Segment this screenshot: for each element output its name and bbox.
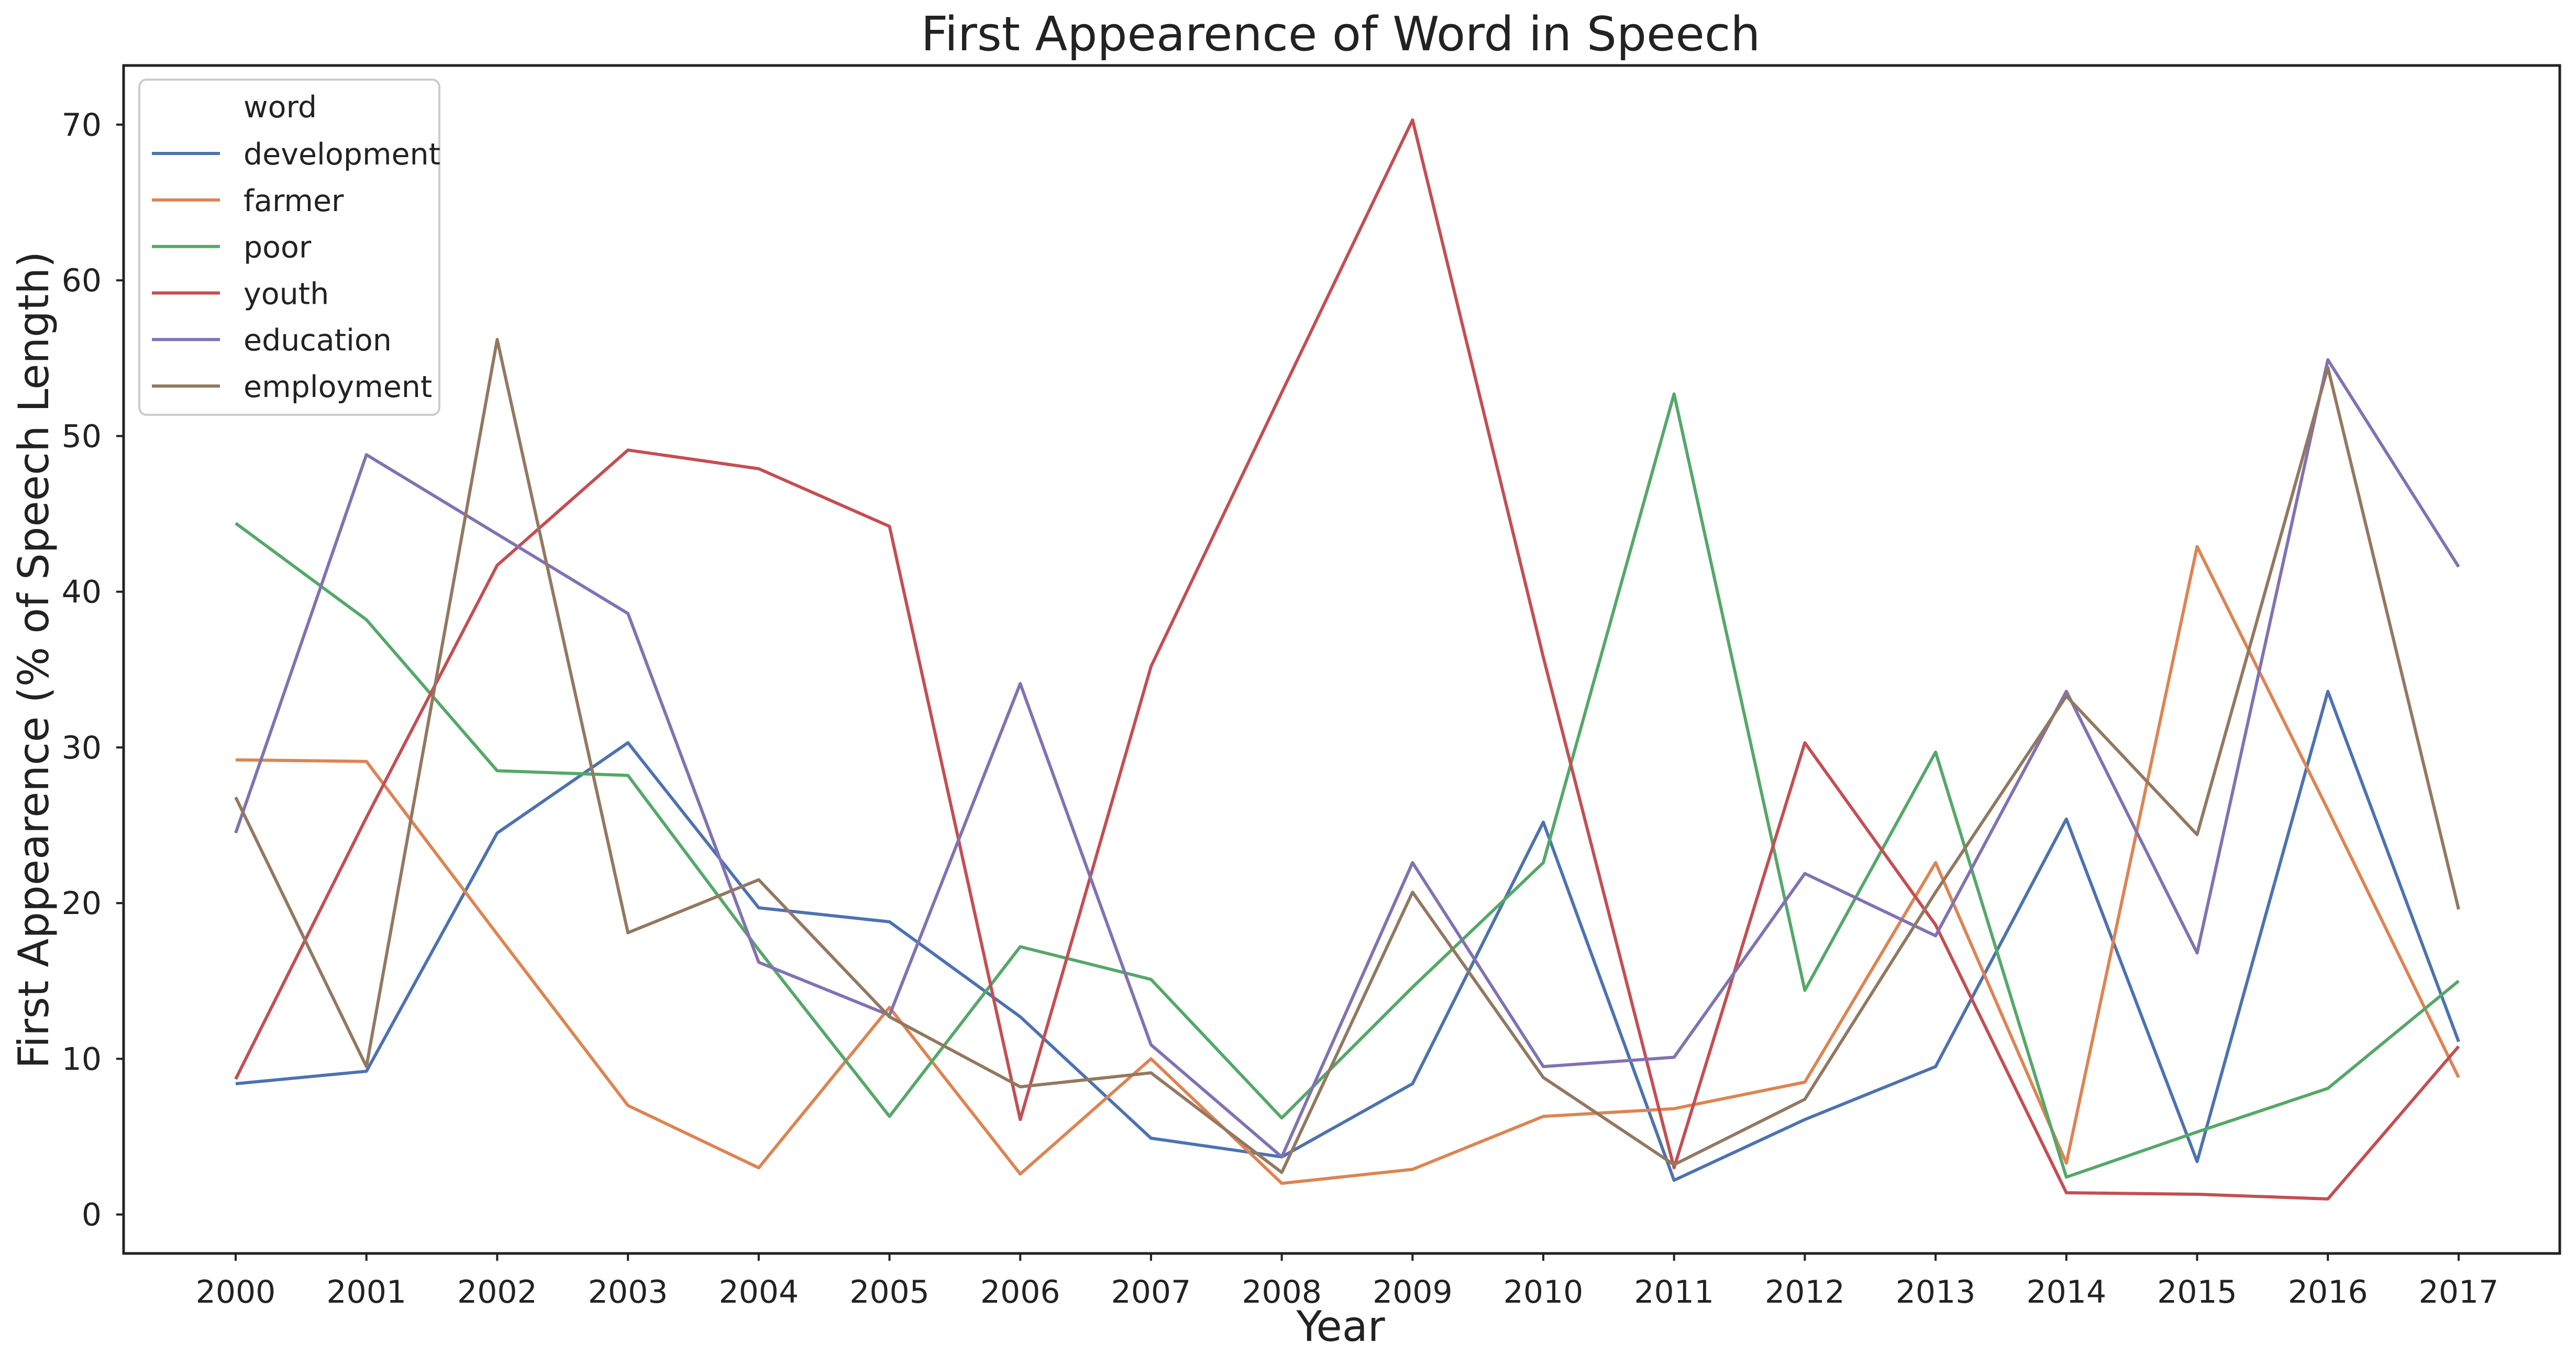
- x-tick-label: 2013: [1896, 1274, 1976, 1311]
- x-tick-label: 2007: [1111, 1274, 1191, 1311]
- legend-label-education: education: [244, 323, 392, 358]
- series-line-youth: [234, 118, 2460, 1201]
- y-tick-label: 60: [62, 262, 102, 299]
- x-tick-label: 2012: [1765, 1274, 1845, 1311]
- legend-label-development: development: [244, 137, 440, 172]
- y-tick-label: 50: [62, 418, 102, 455]
- y-tick-label: 0: [82, 1197, 102, 1234]
- x-tick-label: 2010: [1503, 1274, 1584, 1311]
- x-axis-label: Year: [1296, 1302, 1385, 1351]
- x-tick-label: 2005: [849, 1274, 930, 1311]
- plot-frame: [122, 64, 2561, 1255]
- x-tick-label: 2015: [2157, 1274, 2237, 1311]
- series-lines: [234, 118, 2460, 1201]
- legend-box: [138, 79, 440, 416]
- legend-label-poor: poor: [244, 230, 312, 265]
- series-line-education: [234, 358, 2460, 1159]
- legend-label-farmer: farmer: [244, 184, 344, 218]
- x-tick-label: 2009: [1373, 1274, 1453, 1311]
- x-tick-label: 2011: [1634, 1274, 1714, 1311]
- series-line-poor: [235, 392, 2460, 1179]
- y-tick-label: 30: [62, 730, 102, 766]
- series-line-employment: [234, 338, 2460, 1174]
- x-tick-label: 2004: [718, 1274, 799, 1311]
- legend-label-employment: employment: [244, 370, 432, 404]
- x-tick-label: 2002: [457, 1274, 537, 1311]
- y-axis: 0 10 20 30 40 50 60 70: [62, 107, 124, 1234]
- x-tick-label: 2008: [1242, 1274, 1322, 1311]
- y-tick-label: 20: [62, 885, 102, 922]
- x-tick-label: 2016: [2288, 1274, 2368, 1311]
- y-tick-label: 40: [62, 574, 102, 611]
- legend-label-youth: youth: [244, 277, 329, 311]
- x-tick-label: 2003: [588, 1274, 668, 1311]
- x-tick-label: 2006: [980, 1274, 1060, 1311]
- series-line-development: [235, 689, 2460, 1182]
- x-axis: 2000 2001 2002 2003 2004 2005 2006 2007 2008 2009…: [196, 1253, 2499, 1311]
- y-axis-label: First Appearence (% of Speech Length): [9, 251, 58, 1069]
- x-tick-label: 2017: [2419, 1274, 2499, 1311]
- y-tick-label: 10: [62, 1041, 102, 1077]
- x-tick-label: 2014: [2026, 1274, 2106, 1311]
- series-line-farmer: [235, 545, 2460, 1185]
- legend-title: word: [244, 90, 317, 125]
- x-tick-label: 2000: [196, 1274, 276, 1311]
- chart-title: First Appearence of Word in Speech: [921, 7, 1761, 62]
- legend: word development farmer poor youth education…: [138, 79, 440, 416]
- x-tick-label: 2001: [326, 1274, 406, 1311]
- y-tick-label: 70: [62, 107, 102, 144]
